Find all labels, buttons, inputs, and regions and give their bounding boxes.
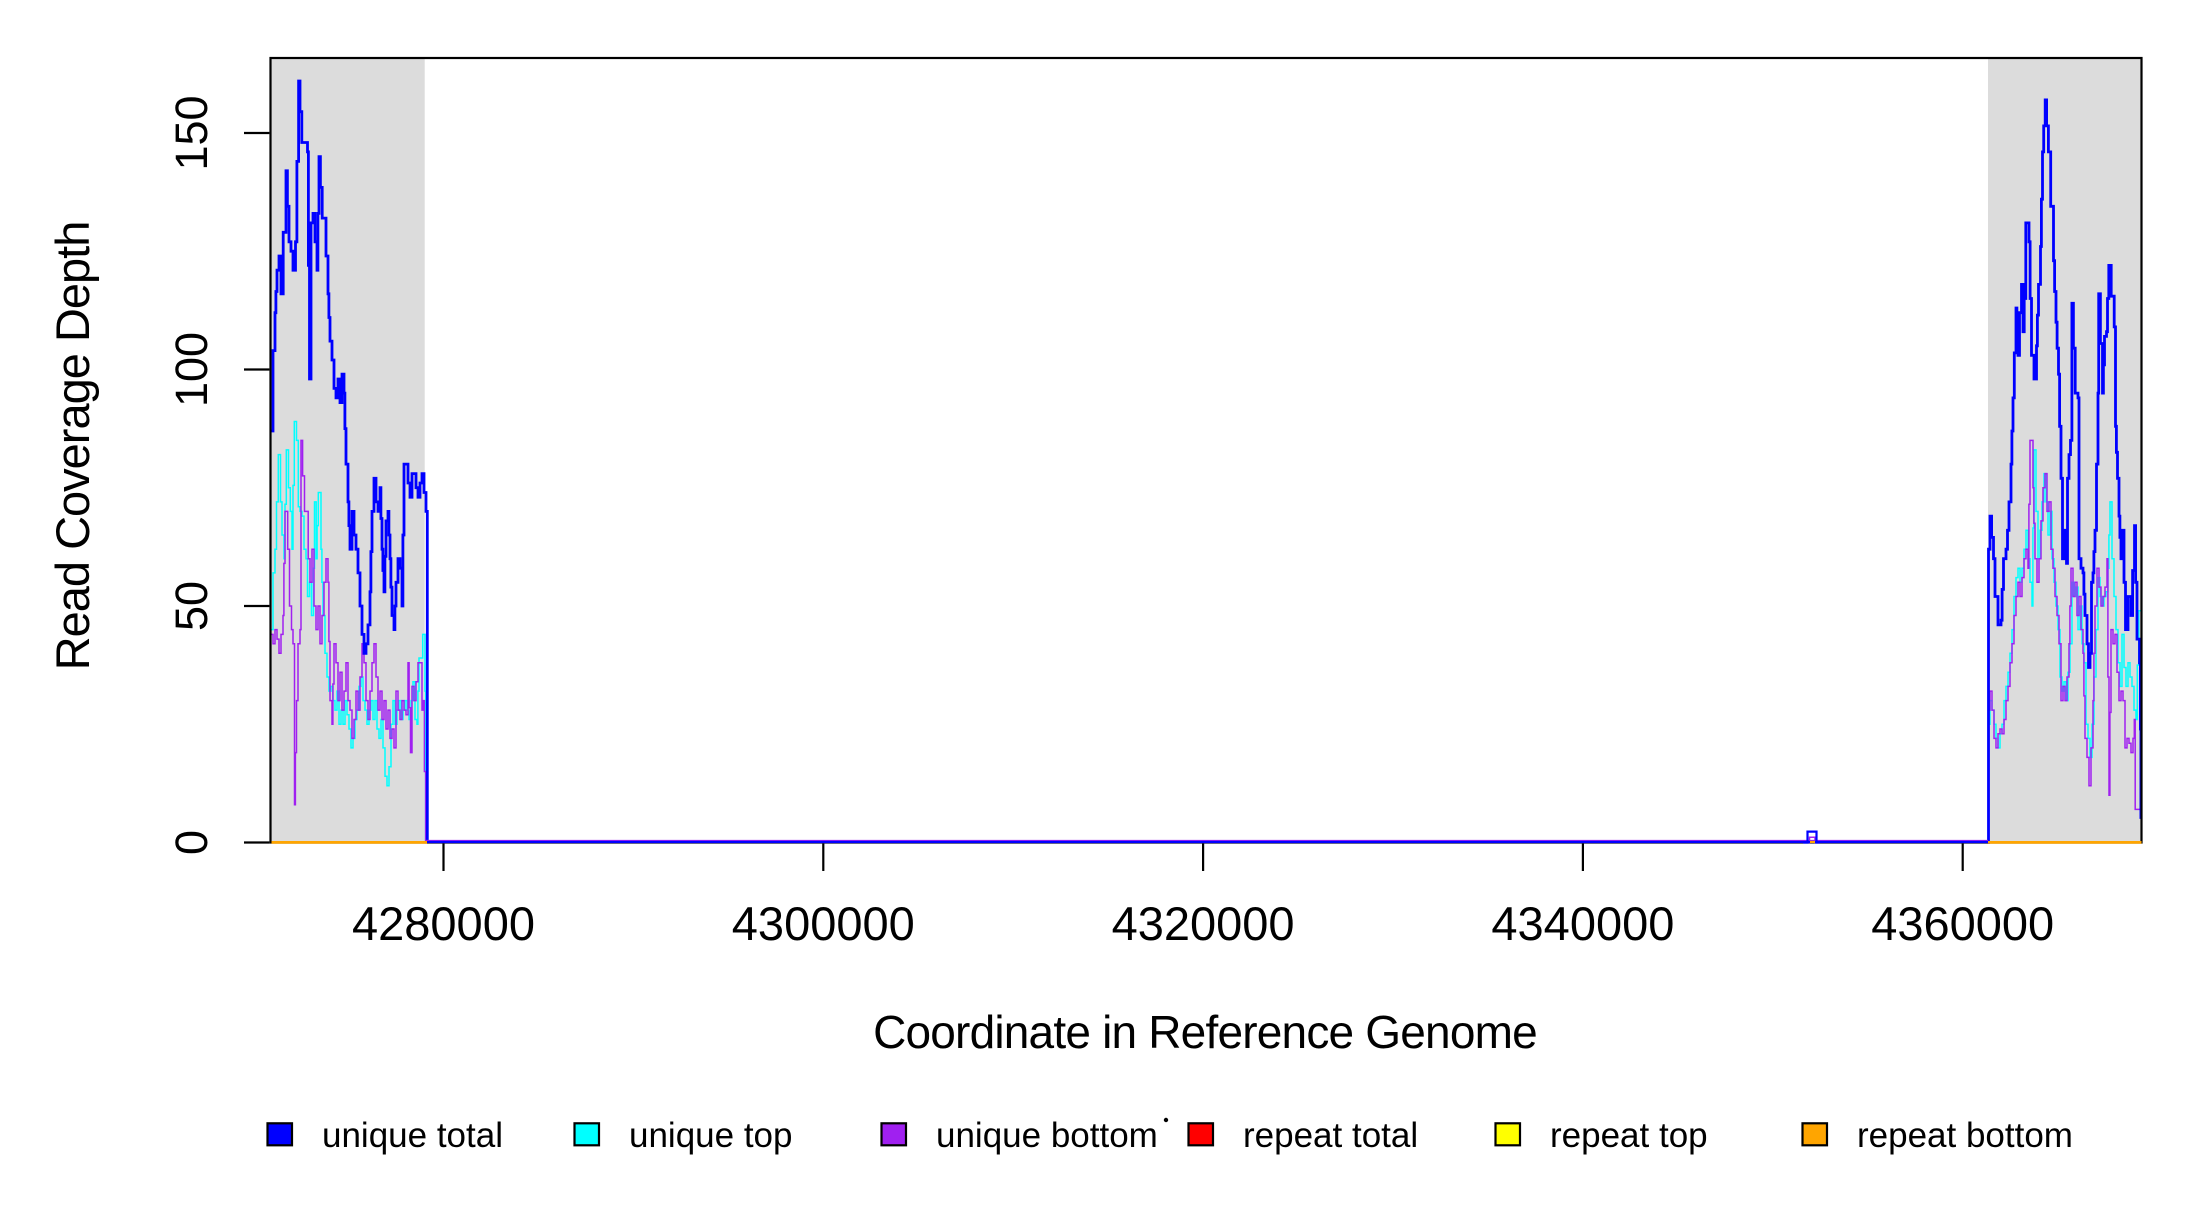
svg-text:unique top: unique top <box>629 1116 792 1155</box>
svg-text:4280000: 4280000 <box>352 897 535 950</box>
svg-text:100: 100 <box>166 332 217 407</box>
svg-text:repeat bottom: repeat bottom <box>1857 1116 2073 1155</box>
svg-text:150: 150 <box>166 95 217 170</box>
svg-text:unique total: unique total <box>322 1116 503 1155</box>
svg-text:4340000: 4340000 <box>1491 897 1674 950</box>
svg-text:4320000: 4320000 <box>1112 897 1295 950</box>
svg-text:unique bottom: unique bottom <box>936 1116 1158 1155</box>
svg-text:Read Coverage Depth: Read Coverage Depth <box>46 222 99 671</box>
svg-text:repeat total: repeat total <box>1243 1116 1418 1155</box>
svg-text:4360000: 4360000 <box>1871 897 2054 950</box>
svg-text:0: 0 <box>166 830 217 855</box>
svg-text:4300000: 4300000 <box>732 897 915 950</box>
svg-text:repeat top: repeat top <box>1550 1116 1708 1155</box>
svg-text:50: 50 <box>166 581 217 631</box>
svg-text:Coordinate in Reference Genome: Coordinate in Reference Genome <box>873 1006 1537 1058</box>
